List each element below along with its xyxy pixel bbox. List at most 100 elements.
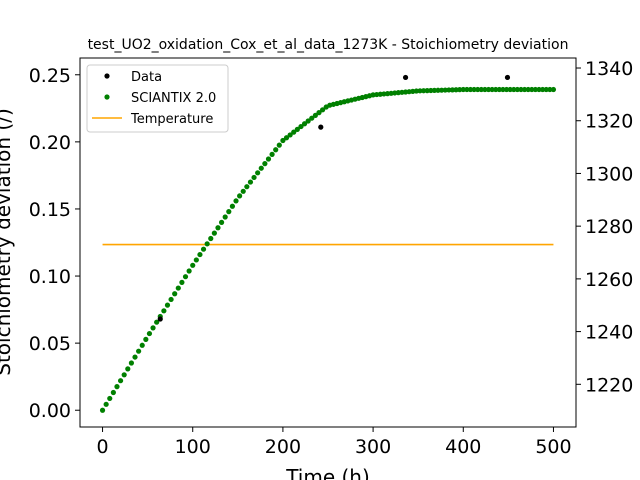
- sciantix-point: [521, 86, 528, 93]
- sciantix-point: [500, 86, 506, 93]
- x-tick-label: 200: [265, 436, 301, 458]
- y-axis-label: Stoichiometry deviation (/): [0, 108, 15, 376]
- sciantix-point: [312, 112, 318, 119]
- sciantix-point: [262, 161, 268, 167]
- sciantix-point: [136, 348, 142, 354]
- sciantix-point: [226, 209, 232, 215]
- sciantix-point: [543, 86, 549, 93]
- sciantix-point: [273, 147, 279, 153]
- sciantix-point: [244, 184, 250, 190]
- sciantix-point: [182, 274, 189, 280]
- sciantix-point: [309, 115, 315, 121]
- y-tick-label: 0.15: [29, 199, 71, 221]
- x-axis: 0 100 200 300 400 500: [96, 427, 572, 458]
- sciantix-point: [283, 135, 290, 141]
- sciantix-point: [467, 86, 474, 93]
- sciantix-point: [298, 123, 304, 130]
- sciantix-point: [265, 156, 272, 162]
- data-point: [504, 74, 511, 81]
- sciantix-point: [208, 235, 214, 242]
- sciantix-point: [316, 110, 322, 116]
- sciantix-point: [146, 330, 153, 337]
- sciantix-point: [172, 291, 178, 297]
- x-axis-label: Time (h): [285, 465, 370, 480]
- sciantix-point: [489, 86, 495, 93]
- sciantix-point: [132, 354, 138, 360]
- data-point: [318, 124, 324, 130]
- sciantix-point: [161, 308, 167, 314]
- sciantix-point: [190, 262, 196, 268]
- sciantix-point: [251, 174, 257, 181]
- sciantix-point: [518, 86, 524, 93]
- sciantix-point: [485, 86, 492, 93]
- y2-axis: 1220 1240 1260 1280 1300 1320 1340: [576, 58, 633, 396]
- x-tick-label: 0: [96, 436, 108, 458]
- sciantix-point: [139, 342, 145, 348]
- sciantix-point: [128, 360, 135, 366]
- sciantix-point: [305, 118, 311, 124]
- sciantix-point: [291, 129, 297, 135]
- sciantix-point: [107, 395, 113, 402]
- sciantix-point: [478, 86, 484, 93]
- y2-tick-label: 1320: [585, 111, 633, 133]
- data-point: [157, 316, 163, 322]
- legend-label: SCIANTIX 2.0: [131, 91, 216, 106]
- sciantix-point: [532, 86, 539, 93]
- x-tick-label: 100: [175, 436, 211, 458]
- sciantix-point: [493, 86, 499, 93]
- sciantix-point: [175, 285, 181, 291]
- y-tick-label: 0.20: [29, 132, 71, 154]
- sciantix-point: [154, 319, 160, 325]
- sciantix-point: [143, 336, 149, 342]
- y-tick-label: 0.25: [29, 65, 71, 87]
- sciantix-point: [229, 203, 236, 209]
- sciantix-point: [204, 241, 210, 247]
- sciantix-point: [164, 302, 171, 308]
- series-layer: [99, 74, 557, 413]
- legend-swatch: [104, 73, 110, 79]
- sciantix-point: [319, 107, 326, 113]
- y-tick-label: 0.10: [29, 266, 71, 288]
- sciantix-point: [496, 86, 502, 93]
- sciantix-point: [507, 86, 513, 93]
- sciantix-point: [200, 246, 207, 252]
- sciantix-point: [237, 193, 243, 199]
- x-tick-label: 400: [445, 436, 481, 458]
- y2-tick-label: 1340: [585, 58, 633, 80]
- y2-tick-label: 1240: [585, 322, 633, 344]
- y2-tick-label: 1260: [585, 269, 633, 291]
- sciantix-point: [287, 132, 293, 138]
- sciantix-point: [233, 198, 239, 204]
- legend-box: [86, 64, 229, 133]
- y-tick-label: 0.05: [29, 333, 71, 355]
- sciantix-point: [464, 86, 470, 93]
- sciantix-point: [294, 126, 300, 132]
- sciantix-point: [255, 170, 261, 176]
- sciantix-point: [475, 86, 481, 93]
- legend-label: Data: [131, 70, 162, 85]
- sciantix-point: [110, 389, 116, 396]
- sciantix-point: [103, 401, 109, 407]
- sciantix-point: [550, 86, 557, 93]
- sciantix-point: [121, 372, 127, 378]
- x-tick-label: 500: [535, 436, 571, 458]
- sciantix-point: [514, 86, 520, 93]
- sciantix-point: [503, 86, 510, 93]
- y-tick-label: 0.00: [29, 400, 71, 422]
- y-axis: 0.00 0.05 0.10 0.15 0.20 0.25: [29, 65, 80, 422]
- sciantix-point: [258, 165, 264, 171]
- sciantix-point: [482, 86, 488, 93]
- sciantix-point: [536, 86, 542, 93]
- sciantix-point: [117, 378, 124, 384]
- legend-swatch: [104, 94, 110, 100]
- sciantix-point: [280, 137, 286, 144]
- sciantix-point: [529, 86, 535, 93]
- sciantix-point: [471, 86, 477, 93]
- sciantix-point: [186, 268, 192, 274]
- sciantix-point: [240, 188, 246, 194]
- legend: Data SCIANTIX 2.0 Temperature: [86, 64, 229, 133]
- y2-tick-label: 1280: [585, 216, 633, 238]
- sciantix-point: [460, 86, 466, 93]
- x-tick-label: 300: [355, 436, 391, 458]
